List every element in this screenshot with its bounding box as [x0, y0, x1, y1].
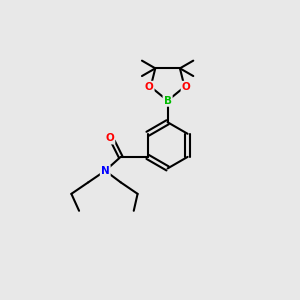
Text: B: B — [164, 96, 172, 106]
Text: O: O — [106, 134, 114, 143]
Text: O: O — [145, 82, 154, 92]
Text: N: N — [101, 166, 110, 176]
Text: O: O — [182, 82, 190, 92]
